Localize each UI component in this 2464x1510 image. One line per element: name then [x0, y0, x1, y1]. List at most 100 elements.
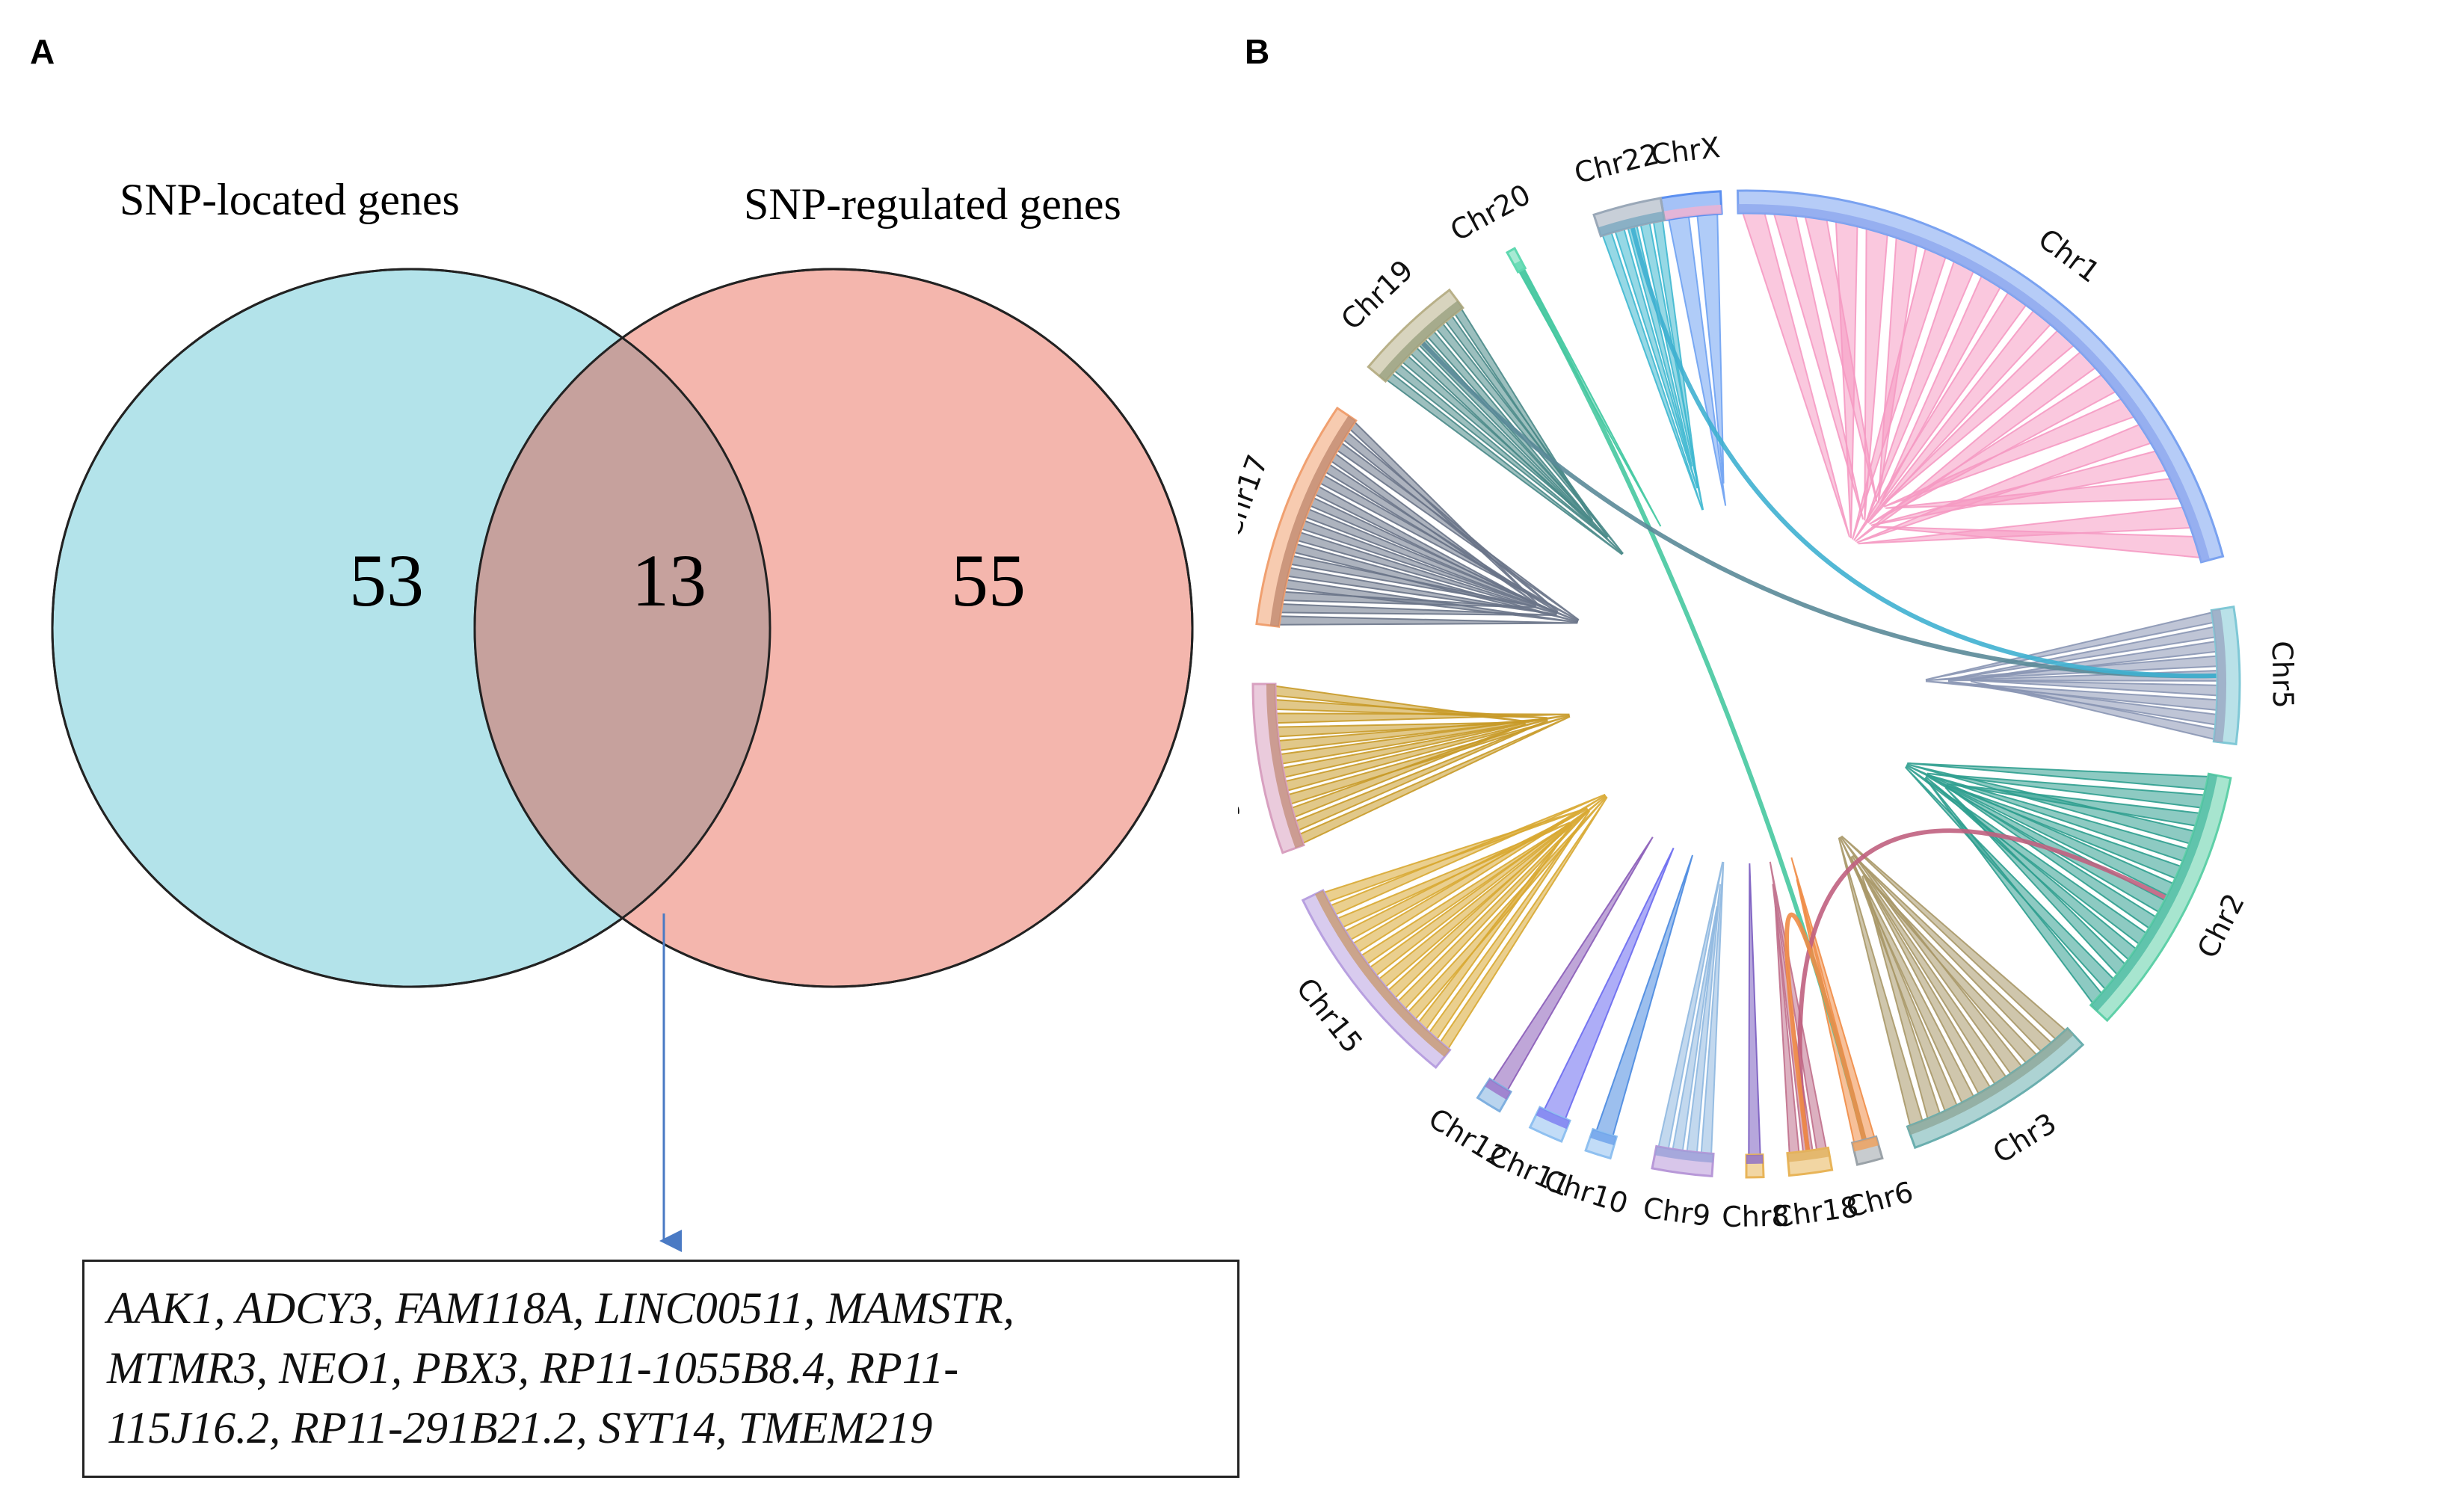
ribbon-chr9-4	[1657, 861, 1724, 1150]
band-chr10	[1589, 1129, 1617, 1146]
ribbon-chr3-6	[1862, 875, 1992, 1095]
ribbon-chr18-1	[1769, 861, 1827, 1151]
circos-ribbon-layer	[1274, 212, 2219, 1156]
ribbon-chr6-1	[1790, 857, 1876, 1141]
panel-a-label: A	[30, 32, 55, 71]
ribbon-chr3-7	[1839, 836, 1975, 1104]
ribbon-chr17-18	[1349, 421, 1538, 604]
ribbon-chr19-4	[1409, 346, 1624, 555]
ribbon-chr17-15	[1330, 452, 1538, 605]
venn-overlap-region	[475, 269, 770, 987]
circos-arc-layer	[1251, 189, 2241, 1179]
ribbon-chrx-2	[1696, 213, 1725, 484]
ribbon-chr16-9	[1276, 721, 1526, 738]
ribbon-chr1-15	[1883, 398, 2136, 508]
ribbon-chr16-1	[1299, 715, 1571, 845]
band-chr20	[1513, 260, 1526, 272]
ribbon-chr5-9	[1970, 680, 2217, 741]
band-chr8	[1746, 1154, 1764, 1165]
ribbon-chr16-7	[1279, 714, 1570, 765]
circos-label-layer: ChrXChr1Chr5Chr2Chr3Chr6Chr18Chr8Chr9Chr…	[1238, 131, 2300, 1234]
band-chr3	[1907, 1028, 2074, 1135]
ribbon-chr9-2	[1686, 884, 1722, 1153]
gene-list-line-2: MTMR3, NEO1, PBX3, RP11-1055B8.4, RP11-	[107, 1343, 959, 1393]
ribbon-chr16-8	[1278, 718, 1548, 751]
ribbon-chr2-4	[1906, 763, 2195, 845]
cross-link-chr18-chr6	[1784, 912, 1867, 1152]
ribbon-chr10-1	[1595, 854, 1694, 1137]
ribbon-chr15-1	[1439, 796, 1608, 1050]
label-chrx: ChrX	[1649, 131, 1722, 171]
label-chr20: Chr20	[1445, 178, 1536, 247]
arc-chr19	[1367, 288, 1464, 383]
ribbon-chr8-1	[1748, 863, 1761, 1156]
ribbon-chr1-20	[1872, 526, 2202, 559]
overlap-gene-list: AAK1, ADCY3, FAM118A, LINC00511, MAMSTR,…	[82, 1260, 1239, 1478]
ribbon-chr22-1	[1601, 232, 1704, 511]
label-chr2: Chr2	[2191, 888, 2251, 964]
ribbon-chr17-5	[1287, 567, 1557, 616]
ribbon-chr18-3	[1774, 906, 1800, 1154]
right-set-title: SNP-regulated genes	[744, 179, 1121, 229]
ribbon-chr16-2	[1295, 719, 1548, 831]
ribbon-chr16-4	[1287, 715, 1571, 805]
ribbon-chr9-1	[1700, 861, 1725, 1155]
ribbon-chr2-14	[1924, 777, 2103, 1005]
ribbon-chr1-10	[1853, 291, 2027, 541]
ribbon-chr15-7	[1378, 795, 1607, 988]
ribbon-chr15-12	[1337, 822, 1571, 928]
cross-link-chr22-chr5	[1630, 226, 2217, 679]
cross-link-chr18-chr2	[1797, 828, 2167, 1152]
ribbon-chr3-10	[1838, 837, 1924, 1127]
band-chr9	[1654, 1146, 1714, 1163]
ribbon-chr1-1	[1741, 212, 1851, 538]
label-chr12: Chr12	[1423, 1102, 1513, 1174]
ribbon-chr11-1	[1543, 847, 1675, 1120]
ribbon-chr5-1	[1925, 611, 2214, 681]
ribbon-chr9-3	[1672, 906, 1718, 1152]
label-chr5: Chr5	[2266, 641, 2300, 709]
ribbon-chr2-1	[1907, 762, 2209, 791]
ribbon-chr15-9	[1360, 822, 1571, 965]
label-chr9: Chr9	[1641, 1192, 1712, 1233]
ribbon-chr3-4	[1840, 836, 2023, 1075]
ribbon-chr15-8	[1369, 809, 1589, 977]
ribbon-chr16-12	[1274, 685, 1526, 722]
overlap-count: 13	[632, 539, 706, 622]
cross-link-chr19-chr5	[1420, 340, 2217, 679]
label-chr16: Chr16	[1238, 731, 1245, 821]
band-chr22	[1598, 211, 1665, 236]
circos-plot: ChrXChr1Chr5Chr2Chr3Chr6Chr18Chr8Chr9Chr…	[1238, 131, 2300, 1234]
ribbon-chr3-1	[1841, 835, 2067, 1041]
ribbon-chr22-3	[1627, 225, 1693, 467]
ribbon-chr2-7	[1906, 764, 2175, 896]
ribbon-chr1-11	[1867, 309, 2052, 524]
ribbon-chr2-2	[1926, 772, 2205, 809]
ribbon-chr1-5	[1864, 227, 1888, 521]
gene-list-line-1: AAK1, ADCY3, FAM118A, LINC00511, MAMSTR,	[107, 1284, 1014, 1333]
ribbon-chr5-6	[1970, 680, 2219, 697]
band-chr18	[1787, 1147, 1830, 1162]
arc-chr1	[1736, 189, 2225, 564]
band-chr15	[1314, 890, 1450, 1057]
label-chr19: Chr19	[1334, 253, 1419, 336]
ribbon-chr1-7	[1852, 247, 1947, 540]
ribbon-chr3-5	[1851, 855, 2007, 1085]
ribbon-chr1-12	[1881, 329, 2075, 506]
band-chr2	[2090, 774, 2218, 1011]
ribbon-chr12-1	[1491, 836, 1654, 1091]
band-chr17	[1269, 415, 1356, 627]
ribbon-chr1-4	[1835, 221, 1858, 539]
ribbon-chrx-1	[1668, 215, 1727, 506]
circos-link-layer	[1420, 226, 2217, 1152]
left-unique-count: 53	[349, 539, 424, 622]
panel-b-label: B	[1245, 32, 1270, 71]
band-chr12	[1485, 1079, 1511, 1100]
ribbon-chr15-4	[1407, 795, 1607, 1020]
band-chr5	[2211, 608, 2226, 743]
venn-right-outline	[473, 268, 1194, 988]
ribbon-chr1-18	[1885, 478, 2181, 509]
ribbon-chr22-2	[1614, 228, 1698, 489]
ribbon-chr17-7	[1293, 543, 1579, 623]
